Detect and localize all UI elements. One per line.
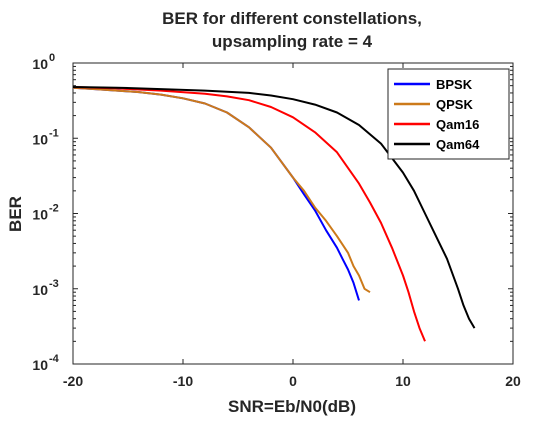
y-tick-label-exponent: 0 <box>49 52 55 64</box>
series-line-qam16 <box>73 86 426 342</box>
legend-label-qam16: Qam16 <box>436 117 479 132</box>
y-tick-label-exponent: -3 <box>49 278 59 290</box>
x-axis-label: SNR=Eb/N0(dB) <box>228 397 356 416</box>
y-tick-label-exponent: -4 <box>49 353 60 365</box>
legend-label-qam64: Qam64 <box>436 137 480 152</box>
chart-title-line-1: BER for different constellations, <box>162 9 422 28</box>
legend-label-bpsk: BPSK <box>436 77 473 92</box>
y-tick-label: 10 <box>32 282 48 298</box>
x-tick-label: -20 <box>63 373 83 389</box>
x-tick-label: 0 <box>289 373 297 389</box>
x-tick-label: 10 <box>395 373 411 389</box>
y-tick-label-exponent: -1 <box>49 127 59 139</box>
x-axis-ticks: -20 -10 0 10 20 <box>63 63 521 389</box>
x-tick-label: 20 <box>505 373 521 389</box>
y-tick-label: 10 <box>32 207 48 223</box>
series-line-qam64 <box>73 86 476 329</box>
chart-title-line-2: upsampling rate = 4 <box>212 32 373 51</box>
x-tick-label: -10 <box>173 373 193 389</box>
series-line-qpsk <box>73 86 371 294</box>
y-axis-label: BER <box>6 196 25 232</box>
y-tick-label: 10 <box>32 56 48 72</box>
series-lines <box>73 86 476 342</box>
legend-label-qpsk: QPSK <box>436 97 473 112</box>
legend: BPSK QPSK Qam16 Qam64 <box>387 68 510 160</box>
chart-title: BER for different constellations, upsamp… <box>162 9 422 51</box>
y-tick-label: 10 <box>32 131 48 147</box>
y-tick-label-exponent: -2 <box>49 203 59 215</box>
y-tick-label: 10 <box>32 357 48 373</box>
